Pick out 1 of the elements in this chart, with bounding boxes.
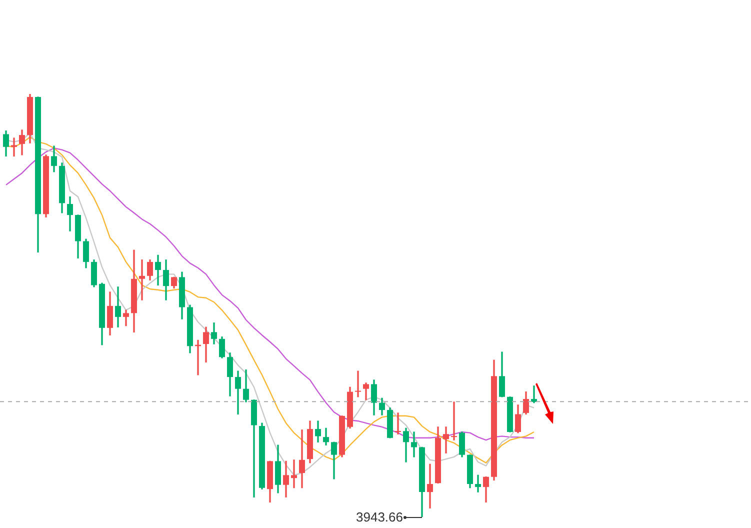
annotation: 3943.66 bbox=[356, 510, 403, 525]
